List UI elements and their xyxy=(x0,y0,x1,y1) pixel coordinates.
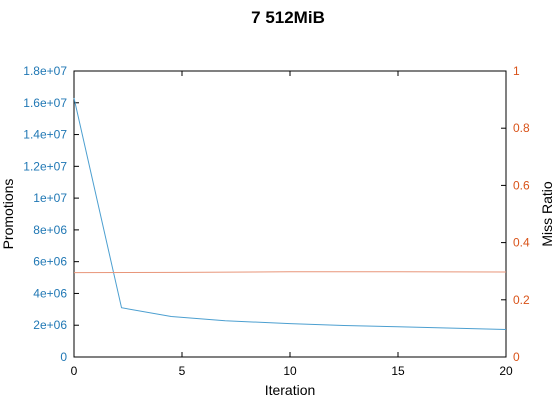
right-axis: 0 0.2 0.4 0.6 0.8 1 xyxy=(501,64,530,364)
x-tick-label: 5 xyxy=(179,364,186,378)
y-axis-label-left: Promotions xyxy=(0,179,16,250)
left-tick-label: 1e+07 xyxy=(33,191,67,205)
left-tick-label: 2e+06 xyxy=(33,318,67,332)
x-tick-label: 15 xyxy=(391,364,405,378)
promotions-series-line xyxy=(73,97,507,331)
left-axis: 0 2e+06 4e+06 6e+06 8e+06 1e+07 1.2e+07 1.4e+07… xyxy=(23,64,79,364)
x-tick-label: 10 xyxy=(283,364,297,378)
x-tick-label: 0 xyxy=(71,364,78,378)
x-axis: 0 5 10 15 20 xyxy=(71,71,513,378)
left-tick-label: 1.6e+07 xyxy=(23,96,67,110)
right-tick-label: 0.2 xyxy=(513,293,530,307)
left-tick-label: 0 xyxy=(60,350,67,364)
miss-ratio-series-line xyxy=(73,271,507,274)
right-tick-label: 1 xyxy=(513,64,520,78)
x-axis-label: Iteration xyxy=(265,382,316,398)
series-lines xyxy=(73,97,507,331)
chart-title: 7 512MiB xyxy=(251,8,325,27)
left-tick-label: 1.2e+07 xyxy=(23,159,67,173)
right-tick-label: 0 xyxy=(513,350,520,364)
left-tick-label: 1.8e+07 xyxy=(23,64,67,78)
left-tick-label: 1.4e+07 xyxy=(23,128,67,142)
left-tick-label: 4e+06 xyxy=(33,286,67,300)
y-axis-label-right: Miss Ratio xyxy=(539,181,555,247)
left-tick-label: 8e+06 xyxy=(33,223,67,237)
plot-frame xyxy=(73,70,507,358)
right-tick-label: 0.4 xyxy=(513,236,530,250)
right-tick-label: 0.6 xyxy=(513,178,530,192)
right-tick-label: 0.8 xyxy=(513,121,530,135)
x-tick-label: 20 xyxy=(499,364,513,378)
left-tick-label: 6e+06 xyxy=(33,255,67,269)
